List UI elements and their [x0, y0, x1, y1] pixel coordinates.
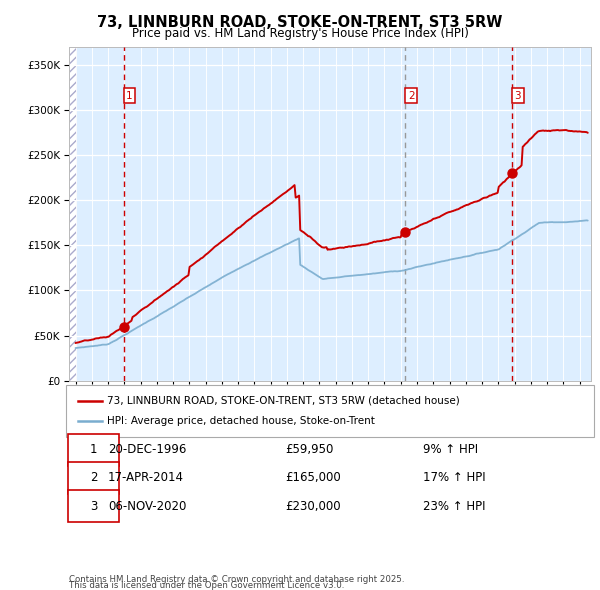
Text: 17-APR-2014: 17-APR-2014 [108, 471, 184, 484]
Text: Contains HM Land Registry data © Crown copyright and database right 2025.: Contains HM Land Registry data © Crown c… [69, 575, 404, 584]
Text: HPI: Average price, detached house, Stoke-on-Trent: HPI: Average price, detached house, Stok… [107, 416, 374, 426]
Text: Price paid vs. HM Land Registry's House Price Index (HPI): Price paid vs. HM Land Registry's House … [131, 27, 469, 40]
Text: 2: 2 [408, 90, 415, 100]
Text: 3: 3 [514, 90, 521, 100]
Text: This data is licensed under the Open Government Licence v3.0.: This data is licensed under the Open Gov… [69, 581, 344, 590]
Text: 06-NOV-2020: 06-NOV-2020 [108, 500, 187, 513]
Text: 73, LINNBURN ROAD, STOKE-ON-TRENT, ST3 5RW (detached house): 73, LINNBURN ROAD, STOKE-ON-TRENT, ST3 5… [107, 395, 460, 405]
Text: 9% ↑ HPI: 9% ↑ HPI [423, 443, 478, 456]
Text: 17% ↑ HPI: 17% ↑ HPI [423, 471, 485, 484]
Text: 2: 2 [90, 471, 97, 484]
Text: £230,000: £230,000 [285, 500, 341, 513]
Text: 1: 1 [126, 90, 133, 100]
Text: 20-DEC-1996: 20-DEC-1996 [108, 443, 187, 456]
Text: 3: 3 [90, 500, 97, 513]
Text: £59,950: £59,950 [285, 443, 334, 456]
Text: 1: 1 [90, 443, 97, 456]
Text: 23% ↑ HPI: 23% ↑ HPI [423, 500, 485, 513]
Text: 73, LINNBURN ROAD, STOKE-ON-TRENT, ST3 5RW: 73, LINNBURN ROAD, STOKE-ON-TRENT, ST3 5… [97, 15, 503, 30]
Text: £165,000: £165,000 [285, 471, 341, 484]
